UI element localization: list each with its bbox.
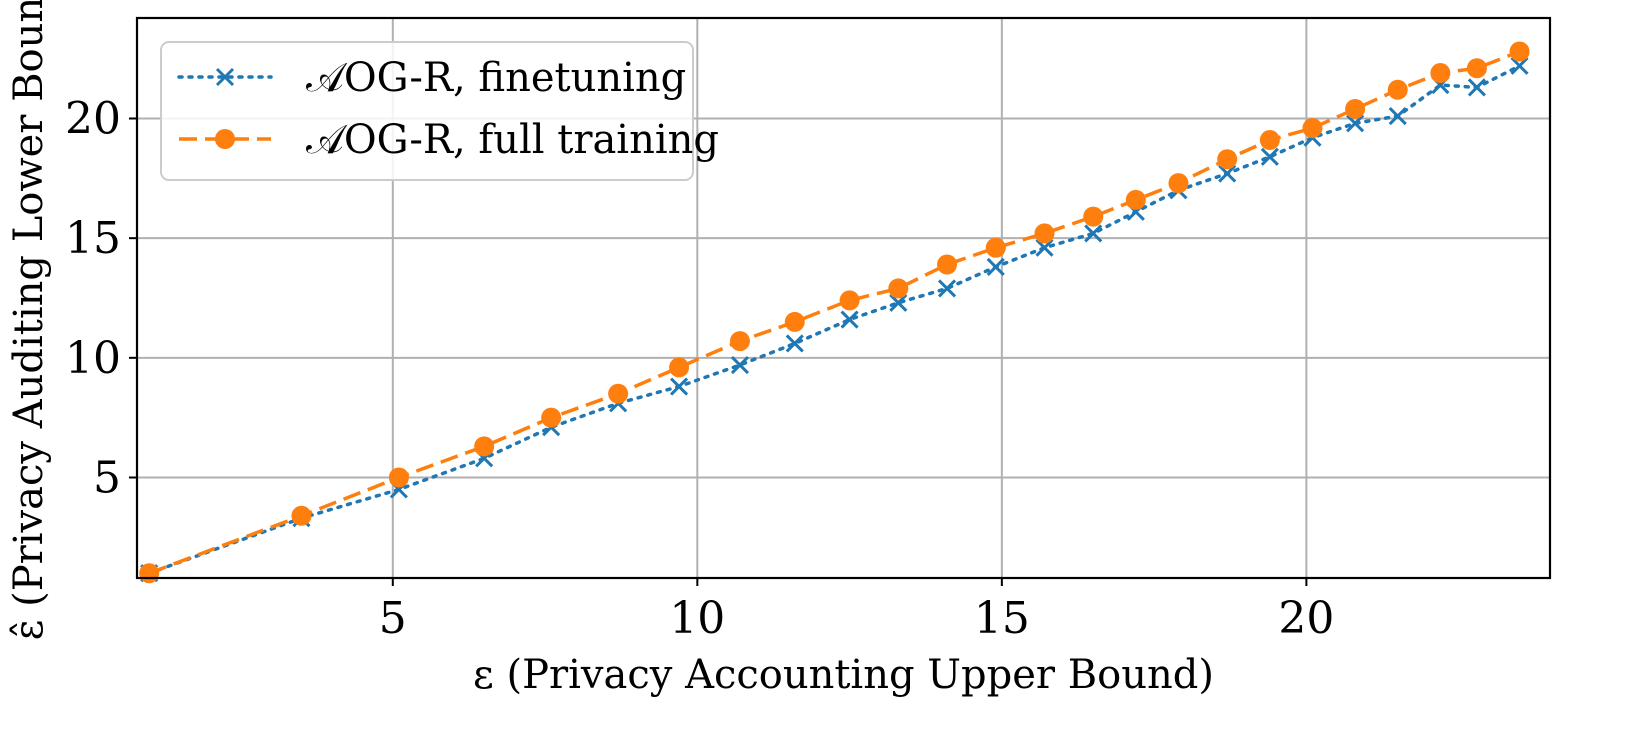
data-point (1509, 41, 1530, 62)
data-point (1302, 118, 1323, 139)
legend-marker (215, 129, 235, 149)
data-point (1345, 98, 1366, 119)
legend-label: 𝒜OG-R, finetuning (306, 55, 686, 101)
data-point (730, 355, 750, 375)
data-point (1217, 149, 1238, 170)
plot-frame (135, 16, 1552, 580)
data-point (1034, 223, 1055, 244)
data-point (1388, 107, 1407, 126)
data-point (785, 334, 804, 353)
legend-item: 𝒜OG-R, finetuning (177, 55, 686, 101)
data-point (839, 290, 860, 311)
data-point (1168, 173, 1189, 194)
data-point (985, 237, 1006, 258)
data-point (1510, 56, 1529, 75)
legend-box (160, 41, 694, 181)
ticks: 5 10 15 20 5 10 15 20 (65, 94, 1334, 644)
data-point (1430, 63, 1451, 84)
data-point (474, 436, 495, 457)
legend: 𝒜OG-R, finetuning 𝒜OG-R, full training (160, 41, 719, 181)
data-point (669, 357, 690, 378)
data-point (784, 311, 805, 332)
data-point (1466, 58, 1487, 79)
data-point (669, 377, 689, 396)
x-axis-label: ε (Privacy Accounting Upper Bound) (473, 652, 1214, 698)
legend-label: 𝒜OG-R, full training (306, 117, 719, 163)
y-tick-label: 5 (93, 452, 121, 503)
data-point (1346, 114, 1365, 133)
data-point (1260, 147, 1279, 166)
legend-marker (215, 67, 235, 87)
data-point (1387, 79, 1408, 100)
x-tick-label: 5 (379, 593, 407, 644)
data-point (840, 310, 859, 329)
data-point (291, 505, 312, 526)
data-point (1083, 206, 1104, 227)
data-point (388, 467, 409, 488)
data-point (729, 331, 750, 352)
series-1 (139, 41, 1530, 584)
x-tick-label: 15 (974, 593, 1030, 644)
y-axis-label: ε̂ (Privacy Auditing Lower Bound) (6, 0, 52, 640)
data-point (1467, 78, 1486, 97)
x-tick-label: 20 (1278, 593, 1334, 644)
y-tick-label: 10 (65, 333, 121, 384)
data-point (986, 257, 1005, 276)
x-tick-label: 10 (669, 593, 725, 644)
y-tick-label: 20 (65, 94, 121, 145)
data-point (1035, 238, 1054, 257)
data-point (937, 279, 957, 298)
data-point (541, 407, 562, 428)
data-point (888, 278, 909, 299)
data-point (1218, 164, 1237, 183)
data-point (1084, 224, 1103, 243)
legend-item: 𝒜OG-R, full training (179, 117, 719, 163)
y-tick-label: 15 (65, 213, 121, 264)
data-point (937, 254, 958, 275)
data-point (1125, 189, 1146, 210)
data-point (608, 383, 629, 404)
data-point (139, 563, 160, 584)
data-point (889, 293, 908, 312)
data-point (1259, 130, 1280, 151)
